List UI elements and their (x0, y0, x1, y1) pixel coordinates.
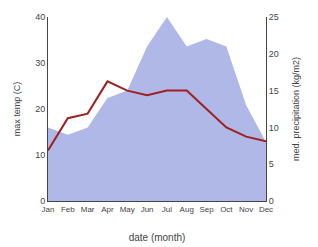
svg-text:0: 0 (40, 196, 45, 206)
svg-text:Jan: Jan (42, 205, 55, 214)
svg-text:Aug: Aug (180, 205, 194, 214)
svg-text:Sep: Sep (199, 205, 214, 214)
svg-text:20: 20 (35, 104, 45, 114)
svg-text:Mar: Mar (81, 205, 95, 214)
svg-text:date (month): date (month) (129, 232, 186, 243)
svg-text:Oct: Oct (220, 205, 233, 214)
svg-text:20: 20 (269, 49, 279, 59)
svg-text:Feb: Feb (61, 205, 75, 214)
svg-text:max temp (C): max temp (C) (12, 82, 22, 137)
svg-text:0: 0 (269, 196, 274, 206)
svg-text:25: 25 (269, 12, 279, 22)
svg-text:Apr: Apr (101, 205, 114, 214)
svg-text:30: 30 (35, 58, 45, 68)
svg-text:15: 15 (269, 86, 279, 96)
svg-text:40: 40 (35, 12, 45, 22)
svg-text:5: 5 (269, 159, 274, 169)
svg-text:Dec: Dec (259, 205, 273, 214)
svg-text:May: May (120, 205, 135, 214)
svg-text:Jun: Jun (141, 205, 154, 214)
svg-text:med. precipitation (kg/m2): med. precipitation (kg/m2) (291, 57, 301, 161)
svg-text:Jul: Jul (162, 205, 172, 214)
svg-text:10: 10 (35, 150, 45, 160)
svg-text:Nov: Nov (239, 205, 253, 214)
svg-text:10: 10 (269, 123, 279, 133)
